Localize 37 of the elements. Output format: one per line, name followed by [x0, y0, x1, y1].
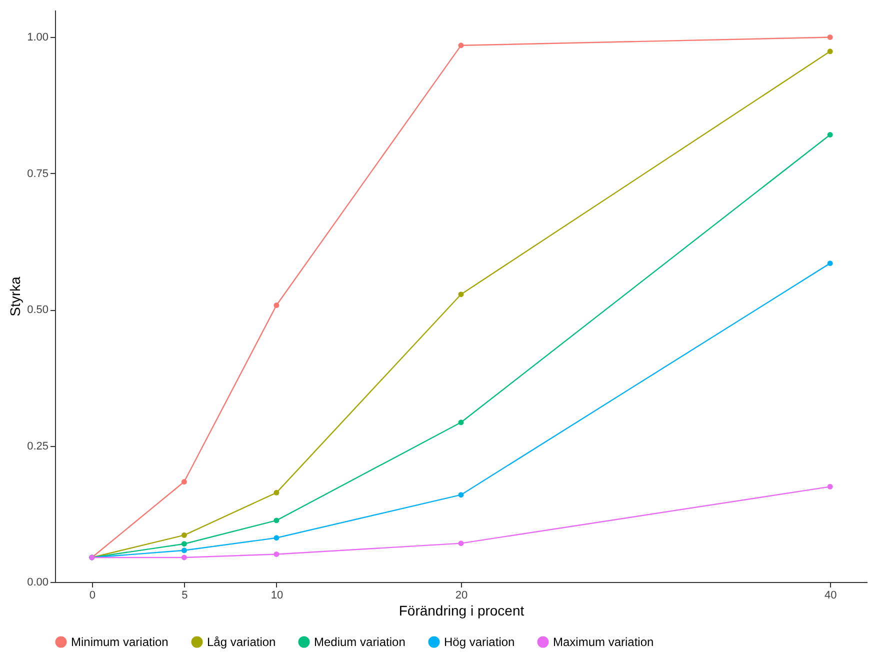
y-tick-label: 0.75 — [27, 168, 48, 180]
point — [827, 260, 833, 266]
point — [827, 132, 833, 138]
point — [181, 532, 187, 538]
point — [181, 548, 187, 554]
x-axis-title: Förändring i procent — [398, 602, 524, 618]
point — [458, 492, 464, 498]
legend-label: Minimum variation — [71, 635, 168, 649]
y-tick-label: 0.25 — [27, 440, 48, 452]
y-tick-label: 1.00 — [27, 32, 48, 44]
point — [458, 420, 464, 426]
point — [458, 292, 464, 298]
legend-label: Maximum variation — [553, 635, 654, 649]
y-tick-label: 0.00 — [27, 576, 48, 588]
point — [458, 42, 464, 48]
point — [827, 484, 833, 490]
point — [458, 540, 464, 546]
point — [274, 490, 280, 496]
point — [181, 541, 187, 547]
y-axis-title: Styrka — [7, 276, 24, 316]
point — [274, 302, 280, 308]
x-tick-label: 0 — [89, 590, 96, 602]
x-tick-label: 10 — [270, 590, 284, 602]
legend-label: Låg variation — [207, 635, 276, 649]
point — [181, 554, 187, 560]
x-tick-label: 40 — [824, 590, 837, 602]
legend-label: Medium variation — [314, 635, 406, 649]
point — [827, 34, 833, 40]
x-tick-label: 5 — [182, 590, 188, 602]
point — [274, 518, 280, 524]
point — [827, 48, 833, 54]
point — [274, 551, 280, 557]
point — [181, 479, 187, 484]
legend-label: Hög variation — [444, 635, 515, 649]
y-tick-label: 0.50 — [27, 304, 48, 316]
point — [274, 535, 280, 541]
x-tick-label: 20 — [455, 590, 468, 602]
